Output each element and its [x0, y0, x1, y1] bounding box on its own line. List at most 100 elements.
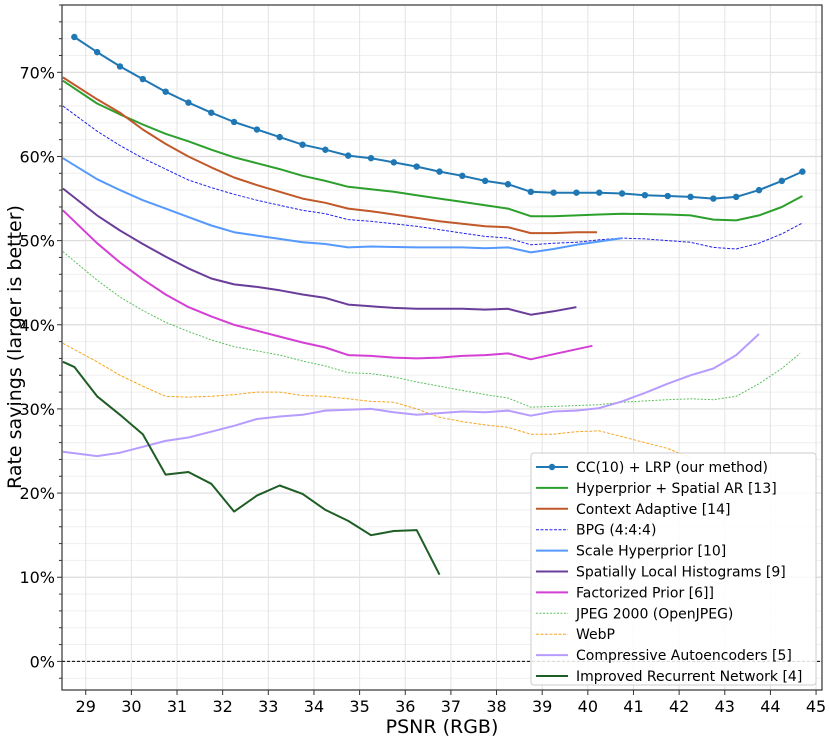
x-axis-ticks: 29 30 31 32 33 34 35 36 37 38 39 40 41 42 43 44 45	[76, 690, 826, 716]
legend-label: Compressive Autoencoders [5]	[576, 648, 792, 664]
data-point	[367, 154, 375, 162]
x-tick-label: 40	[578, 697, 598, 716]
y-axis-label: Rate savings (larger is better)	[4, 205, 26, 489]
y-tick-label: 70%	[19, 63, 55, 82]
legend-item: Spatially Local Histograms [9]	[536, 565, 786, 581]
legend-label: Improved Recurrent Network [4]	[576, 669, 802, 685]
series-line	[62, 157, 623, 254]
legend: CC(10) + LRP (our method) Hyperprior + Sp…	[530, 452, 817, 686]
y-tick-label: 10%	[19, 568, 55, 587]
series-line	[62, 360, 441, 576]
legend-item: Improved Recurrent Network [4]	[536, 669, 802, 685]
legend-label: CC(10) + LRP (our method)	[576, 460, 768, 476]
data-point	[459, 172, 466, 180]
data-point	[139, 75, 146, 83]
data-point	[664, 192, 671, 200]
data-point	[185, 99, 192, 106]
series-7	[62, 251, 801, 408]
data-point	[687, 193, 694, 201]
data-point	[230, 118, 238, 126]
legend-marker	[548, 463, 556, 471]
x-tick-label: 39	[532, 697, 552, 716]
x-tick-label: 38	[486, 697, 506, 716]
series-line	[62, 209, 593, 361]
data-point	[618, 190, 626, 197]
plot-frame	[61, 4, 823, 691]
data-point	[481, 177, 489, 185]
data-point	[527, 188, 534, 196]
series-10	[62, 360, 441, 576]
legend-label: BPG (4:4:4)	[576, 523, 656, 539]
legend-label: JPEG 2000 (OpenJPEG)	[575, 606, 733, 622]
y-tick-label: 40%	[19, 316, 55, 335]
x-tick-label: 42	[669, 697, 689, 716]
series-line	[62, 251, 801, 408]
series-1	[62, 79, 803, 222]
x-tick-label: 34	[304, 697, 324, 716]
data-point	[276, 133, 283, 141]
x-tick-label: 43	[715, 697, 735, 716]
data-point	[799, 168, 806, 175]
series-5	[62, 187, 577, 316]
legend-item: WebP	[536, 627, 615, 643]
series-9	[62, 333, 760, 458]
data-point	[299, 141, 306, 148]
legend-item: CC(10) + LRP (our method)	[536, 460, 768, 476]
data-point	[390, 159, 398, 166]
data-point	[778, 177, 786, 185]
x-tick-label: 30	[121, 697, 141, 716]
data-point	[504, 181, 512, 188]
y-tick-label: 30%	[19, 400, 55, 419]
data-point	[641, 191, 649, 199]
series-8	[62, 342, 691, 459]
legend-label: Spatially Local Histograms [9]	[576, 565, 786, 581]
y-tick-label: 20%	[19, 484, 55, 503]
data-point	[162, 88, 169, 95]
series-4	[62, 157, 623, 254]
data-point	[93, 48, 101, 56]
series-group	[62, 33, 806, 576]
data-point	[573, 189, 580, 196]
x-tick-label: 44	[760, 697, 780, 716]
data-point	[116, 63, 124, 70]
y-tick-label: 0%	[30, 652, 55, 671]
legend-label: Scale Hyperprior [10]	[576, 544, 726, 560]
series-line	[62, 105, 803, 250]
legend-item: Context Adaptive [14]	[536, 502, 730, 518]
x-tick-label: 31	[167, 697, 187, 716]
y-tick-label: 50%	[19, 232, 55, 251]
x-tick-label: 37	[441, 697, 461, 716]
legend-item: BPG (4:4:4)	[536, 523, 656, 539]
x-tick-label: 36	[395, 697, 415, 716]
data-point	[71, 33, 78, 41]
data-point	[344, 152, 352, 159]
legend-item: Compressive Autoencoders [5]	[536, 648, 792, 664]
y-axis-ticks: 0% 10% 20% 30% 40% 50% 60% 70%	[19, 4, 62, 679]
data-point	[322, 146, 329, 153]
legend-item: Factorized Prior [6]]	[536, 585, 714, 601]
data-point	[550, 189, 557, 196]
series-2	[62, 76, 597, 235]
series-line	[62, 76, 597, 235]
legend-item: JPEG 2000 (OpenJPEG)	[536, 606, 733, 622]
x-tick-label: 33	[258, 697, 278, 716]
data-point	[710, 195, 717, 202]
legend-item: Scale Hyperprior [10]	[536, 544, 726, 560]
x-tick-label: 41	[623, 697, 643, 716]
data-point	[732, 193, 740, 201]
data-point	[436, 168, 443, 175]
x-tick-label: 29	[76, 697, 96, 716]
series-3	[62, 105, 803, 250]
legend-label: WebP	[576, 627, 615, 643]
x-tick-label: 35	[349, 697, 369, 716]
data-point	[208, 109, 215, 116]
series-line	[62, 79, 803, 222]
series-6	[62, 209, 593, 361]
data-point	[596, 189, 603, 196]
y-tick-label: 60%	[19, 147, 55, 166]
series-line	[62, 342, 691, 459]
data-point	[253, 126, 261, 133]
legend-item: Hyperprior + Spatial AR [13]	[536, 481, 777, 497]
x-tick-label: 32	[212, 697, 232, 716]
